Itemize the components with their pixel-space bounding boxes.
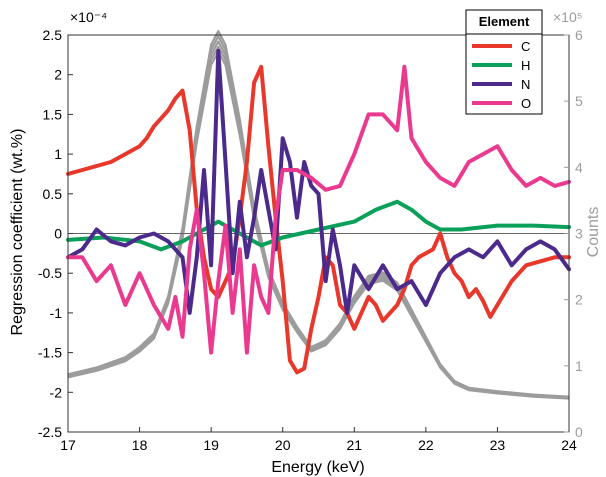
left-tick-label: 1.5: [43, 106, 63, 122]
left-axis-label: Regression coefficient (wt.%): [9, 129, 26, 336]
left-tick-label: -2.5: [38, 424, 62, 440]
x-tick-label: 18: [132, 437, 148, 453]
x-tick-label: 21: [346, 437, 362, 453]
left-tick-label: -2: [50, 384, 63, 400]
counts-spectrum-line: [67, 30, 570, 398]
x-tick-label: 24: [561, 437, 577, 453]
left-axis-exponent: ×10⁻⁴: [70, 9, 107, 25]
legend-label-o: O: [521, 96, 531, 111]
left-axis-ticks: 2.5 2 1.5 1 0.5 0 -0.5 -1 -1.5 -2 -2.5: [38, 27, 73, 440]
series-line-n: [66, 48, 571, 315]
legend-label-n: N: [521, 77, 530, 92]
right-axis-exponent: ×10⁵: [553, 9, 583, 25]
right-tick-label: 5: [575, 93, 583, 109]
left-tick-label: 2.5: [43, 27, 63, 43]
right-tick-label: 2: [575, 292, 583, 308]
x-tick-label: 17: [60, 437, 76, 453]
x-tick-label: 19: [203, 437, 219, 453]
right-tick-label: 4: [575, 159, 583, 175]
right-tick-label: 1: [575, 358, 583, 374]
left-tick-label: 0: [54, 226, 62, 242]
legend-label-c: C: [521, 39, 530, 54]
x-tick-label: 23: [490, 437, 506, 453]
x-axis-label: Energy (keV): [271, 459, 364, 476]
x-tick-label: 20: [275, 437, 291, 453]
left-tick-label: -1.5: [38, 345, 62, 361]
x-tick-label: 22: [418, 437, 434, 453]
right-tick-label: 6: [575, 27, 583, 43]
right-axis-ticks: 6 5 4 3 2 1 0: [564, 27, 583, 440]
right-tick-label: 0: [575, 424, 583, 440]
left-tick-label: -0.5: [38, 265, 62, 281]
series-layer: [66, 48, 571, 375]
legend-label-h: H: [521, 58, 530, 73]
left-tick-label: 1: [54, 146, 62, 162]
left-tick-label: 0.5: [43, 186, 63, 202]
bottom-axis-ticks: 17 18 19 20 21 22 23 24: [60, 427, 577, 453]
legend-box: [465, 9, 543, 115]
right-axis-label: Counts: [585, 207, 602, 258]
series-line-o: [66, 64, 571, 355]
legend-title: Element: [479, 14, 530, 29]
counts-spectra: [67, 30, 570, 400]
left-tick-label: -1: [50, 305, 63, 321]
right-tick-label: 3: [575, 226, 583, 242]
left-tick-label: 2: [54, 67, 62, 83]
series-line-c: [66, 64, 571, 375]
